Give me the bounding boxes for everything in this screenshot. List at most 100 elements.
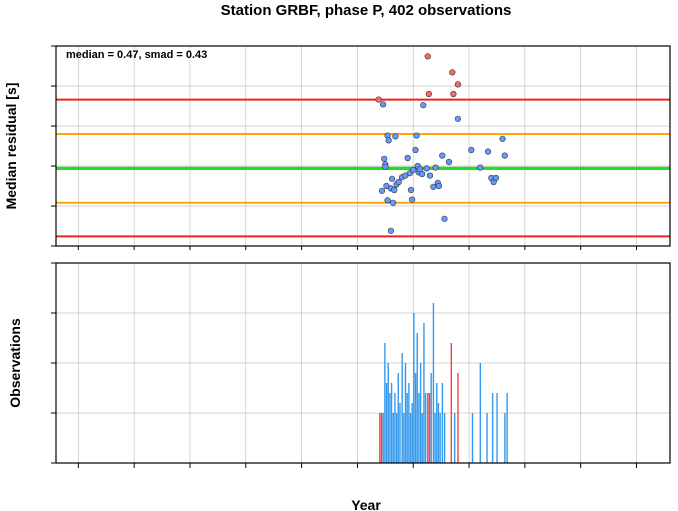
scatter-point [432,164,439,171]
observation-bar [496,393,498,463]
top-scatter-points [375,53,508,234]
observation-bar [399,403,401,463]
observation-bar [471,413,474,463]
scatter-point [382,163,389,170]
scatter-point [387,227,395,234]
observation-bar [404,363,407,463]
top-grid [56,45,670,247]
top-y-ticks [51,45,638,250]
scatter-point [426,172,434,179]
observation-bar [397,373,399,463]
scatter-point [381,155,388,162]
scatter-point [375,96,382,103]
observation-bar [416,333,418,463]
observation-bar [389,393,391,463]
observation-bar [411,403,413,463]
observation-bar [421,413,423,463]
bottom-y-axis-label: Observations [7,318,23,408]
scatter-point [413,132,420,139]
scatter-point [388,175,396,182]
scatter-point [454,81,461,88]
scatter-point [445,158,453,166]
observation-bar [418,393,420,463]
scatter-point [454,115,461,122]
scatter-point [419,170,426,178]
observation-bar [394,393,396,463]
observation-bar [450,343,452,463]
observation-bar [491,393,494,463]
scatter-point [390,199,397,206]
observation-bar [441,383,444,463]
scatter-point [379,101,387,108]
bottom-x-ticks [77,463,638,468]
scatter-point [385,137,392,144]
scatter-point [484,148,492,155]
observation-bar [406,393,408,463]
scatter-point [409,196,416,203]
observation-bar [392,413,394,463]
scatter-point [430,183,437,190]
scatter-point [392,133,399,140]
scatter-point [468,146,475,154]
observation-bar [486,413,488,463]
observation-bar [419,363,422,463]
scatter-point [449,69,456,76]
top-reference-lines [56,98,670,238]
observation-bar [428,393,431,463]
scatter-point [477,164,484,171]
observation-bar [385,383,388,463]
scatter-point [425,90,432,98]
scatter-point [378,187,386,194]
scatter-point [424,53,431,60]
scatter-point [391,186,398,194]
scatter-point [435,182,443,190]
bottom-bars [379,303,508,463]
observation-bar [413,313,415,463]
observation-bar [453,413,456,463]
observation-bar [401,353,403,463]
observation-bar [409,413,412,463]
scatter-point [499,135,506,142]
scatter-point [407,186,415,194]
top-y-axis-label: Median residual [s] [3,83,19,210]
observation-bar [384,343,386,463]
bottom-grid [56,262,670,464]
stats-annotation: median = 0.47, smad = 0.43 [66,49,207,61]
observation-bar [437,403,440,463]
scatter-point [423,165,430,172]
observation-bar [506,393,508,463]
scatter-point [384,197,391,204]
bottom-y-ticks [51,262,56,464]
observation-bar [434,413,436,463]
scatter-point [410,166,417,174]
observation-bar [387,363,389,463]
observation-bar [504,413,506,463]
observation-bar [439,413,441,463]
scatter-point [404,154,411,162]
observation-bar [414,373,417,463]
x-axis-label: Year [351,497,381,511]
observation-bar [395,413,398,463]
observation-bar [479,363,482,463]
observation-bar [408,383,410,463]
observation-bar [403,413,405,463]
observation-bar [430,373,432,463]
scatter-point [395,178,402,186]
scatter-point [450,90,457,98]
observation-bar [457,373,459,463]
scatter-point [492,174,499,182]
observation-bar [390,383,393,463]
observation-bar [432,303,435,463]
observation-bar [443,413,446,463]
observation-bar [382,413,384,463]
observation-bar [423,323,425,463]
top-plot-frame [55,45,671,247]
scatter-point [420,102,427,109]
observation-bar [424,393,427,463]
observation-bar [427,393,429,463]
scatter-point [441,215,448,222]
scatter-point [412,146,419,154]
observation-bar [379,413,381,463]
observation-bar [380,413,383,463]
observation-bar [436,383,438,463]
